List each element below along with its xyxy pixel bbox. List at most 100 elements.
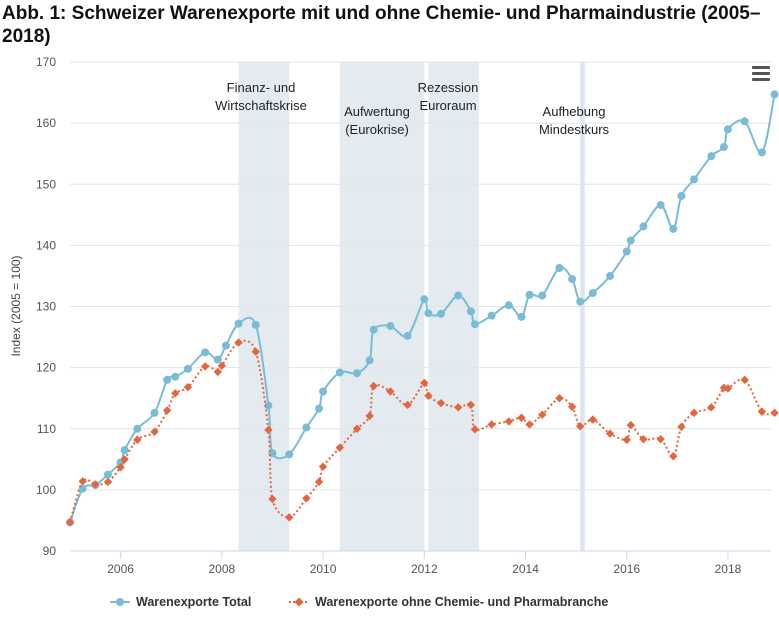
data-point-total	[315, 404, 324, 413]
data-point-total	[264, 401, 273, 410]
y-tick-label: 100	[36, 483, 56, 497]
data-point-total	[335, 368, 344, 377]
chart-title: Abb. 1: Schweizer Warenexporte mit und o…	[2, 3, 761, 47]
data-point-ohne-chemie	[302, 494, 311, 503]
x-tick-label: 2008	[208, 562, 235, 576]
data-point-ohne-chemie	[504, 417, 514, 426]
data-point-total	[420, 295, 429, 304]
hamburger-menu-icon[interactable]	[752, 66, 770, 82]
event-band-label-line: Aufwertung	[344, 104, 410, 119]
event-band-label-line: Euroraum	[419, 98, 476, 113]
data-point-total	[576, 297, 585, 306]
data-point-total	[487, 311, 496, 320]
y-tick-label: 150	[36, 177, 56, 191]
event-band-label-3: Aufhebung Mindestkurs	[539, 104, 610, 137]
data-point-ohne-chemie	[626, 420, 635, 430]
data-point-total	[352, 369, 361, 378]
data-point-total	[201, 348, 210, 357]
legend-marker-diamond-icon	[289, 597, 309, 607]
data-point-total	[403, 331, 412, 340]
data-point-total	[302, 423, 311, 432]
data-point-ohne-chemie	[264, 425, 273, 435]
data-point-total	[719, 142, 728, 151]
data-point-ohne-chemie	[707, 403, 716, 412]
data-point-total	[740, 117, 749, 126]
y-tick-label: 110	[37, 422, 56, 436]
x-axis-ticks: 2006 2008 2010 2012 2014 2016 2018	[107, 551, 742, 576]
data-point-ohne-chemie	[525, 420, 534, 429]
data-point-total	[525, 290, 534, 299]
data-point-ohne-chemie	[424, 391, 433, 400]
data-point-total	[504, 301, 513, 310]
data-point-total	[669, 224, 678, 233]
data-point-ohne-chemie	[268, 494, 277, 504]
event-band-label-line: Wirtschaftskrise	[215, 98, 307, 113]
data-point-total	[319, 387, 328, 396]
data-point-total	[517, 312, 526, 321]
data-point-total	[285, 450, 294, 459]
data-point-ohne-chemie	[677, 422, 686, 432]
data-point-total	[221, 341, 230, 350]
y-tick-label: 140	[36, 238, 56, 252]
event-band-label-line: Rezession	[418, 80, 479, 95]
data-point-ohne-chemie	[656, 434, 665, 444]
legend-item-ohne-chemie[interactable]: Warenexporte ohne Chemie- und Pharmabran…	[289, 595, 608, 609]
data-point-ohne-chemie	[120, 455, 129, 464]
x-tick-label: 2006	[107, 562, 134, 576]
data-point-ohne-chemie	[365, 411, 374, 421]
data-point-total	[690, 175, 699, 184]
event-band-label-0: Finanz- und Wirtschaftskrise	[215, 80, 307, 113]
data-point-ohne-chemie	[470, 425, 480, 434]
data-point-total	[133, 424, 142, 433]
y-axis-ticks: 90 100 110 120 130 140 150 160 170	[36, 55, 56, 558]
data-point-total	[386, 322, 395, 331]
data-point-total	[251, 320, 260, 329]
data-point-ohne-chemie	[567, 402, 577, 411]
data-point-ohne-chemie	[639, 434, 648, 444]
data-point-ohne-chemie	[487, 420, 496, 429]
data-point-ohne-chemie	[669, 452, 678, 461]
event-band-label-line: (Eurokrise)	[345, 122, 409, 137]
event-band-label-2: Rezession Euroraum	[418, 80, 479, 113]
data-point-ohne-chemie	[369, 381, 378, 391]
data-point-total	[622, 247, 631, 256]
data-point-ohne-chemie	[575, 422, 585, 431]
legend-item-total[interactable]: Warenexporte Total	[110, 595, 251, 609]
data-point-total	[723, 125, 732, 134]
data-point-ohne-chemie	[454, 403, 463, 412]
event-band-label-1: Aufwertung (Eurokrise)	[344, 104, 410, 137]
data-point-ohne-chemie	[605, 429, 615, 438]
y-tick-label: 160	[36, 116, 56, 130]
data-point-ohne-chemie	[757, 407, 767, 416]
data-point-ohne-chemie	[770, 408, 779, 418]
data-point-ohne-chemie	[217, 361, 227, 370]
data-point-ohne-chemie	[251, 347, 260, 356]
x-tick-label: 2010	[310, 562, 337, 576]
data-point-total	[163, 375, 172, 384]
data-point-total	[436, 309, 445, 318]
data-point-ohne-chemie	[318, 462, 328, 471]
data-point-total	[150, 408, 159, 417]
y-tick-label: 170	[36, 55, 56, 69]
data-point-ohne-chemie	[517, 413, 526, 422]
data-point-total	[555, 263, 564, 272]
data-point-total	[369, 325, 378, 334]
y-tick-label: 120	[36, 361, 56, 375]
data-point-total	[454, 291, 463, 300]
data-point-ohne-chemie	[622, 435, 631, 444]
data-point-ohne-chemie	[314, 477, 324, 487]
data-point-ohne-chemie	[162, 406, 172, 415]
data-point-total	[183, 364, 192, 373]
data-point-ohne-chemie	[420, 378, 429, 388]
data-point-ohne-chemie	[588, 415, 598, 424]
data-point-ohne-chemie	[335, 443, 344, 452]
legend-label-ohne-chemie: Warenexporte ohne Chemie- und Pharmabran…	[315, 595, 609, 609]
series-group	[65, 90, 779, 527]
data-point-ohne-chemie	[91, 480, 100, 489]
event-band-label-line: Finanz- und	[227, 80, 296, 95]
x-tick-label: 2018	[715, 562, 742, 576]
data-point-total	[234, 319, 243, 328]
data-point-ohne-chemie	[116, 463, 125, 472]
data-point-total	[365, 356, 374, 365]
